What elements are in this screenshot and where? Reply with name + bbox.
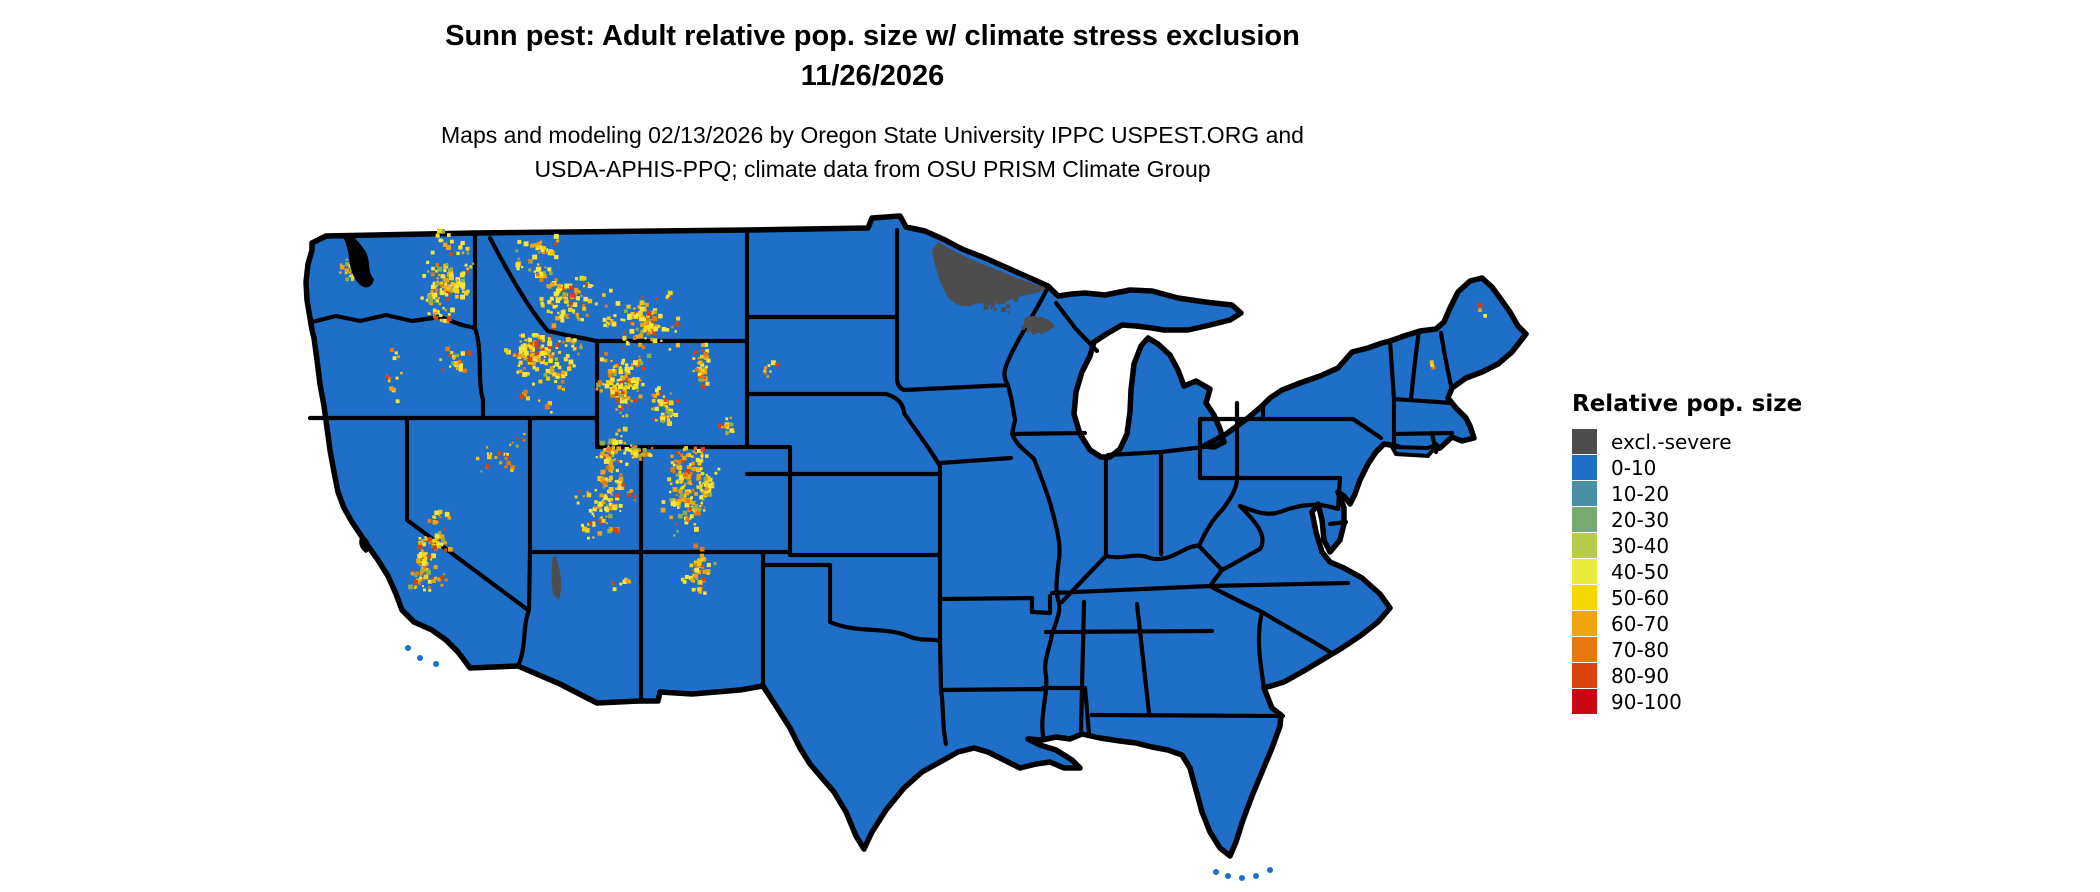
legend-item: 20-30 — [1572, 507, 1802, 532]
channel-islands — [405, 645, 439, 667]
legend-item-label: 40-50 — [1611, 559, 1670, 584]
legend-item: 80-90 — [1572, 663, 1802, 688]
legend-item: 90-100 — [1572, 689, 1802, 714]
legend-swatch — [1572, 611, 1597, 636]
legend-title: Relative pop. size — [1572, 391, 1803, 417]
us-map-land — [303, 213, 1529, 881]
legend-item-label: 30-40 — [1611, 533, 1670, 558]
florida-keys — [1213, 867, 1273, 881]
legend-swatch — [1572, 507, 1597, 532]
legend-item: 70-80 — [1572, 637, 1802, 662]
legend-swatch — [1572, 481, 1597, 506]
legend-swatch — [1572, 689, 1597, 714]
legend-swatch — [1572, 585, 1597, 610]
excluded-region-wisconsin — [1023, 316, 1055, 333]
legend-item-label: 10-20 — [1611, 481, 1670, 506]
legend-item: 30-40 — [1572, 533, 1802, 558]
long-island — [1388, 442, 1440, 459]
puget-sound — [342, 234, 374, 288]
legend: Relative pop. size excl.-severe 0-10 10-20… — [1572, 391, 1802, 715]
legend-item-label: 80-90 — [1611, 663, 1670, 688]
hotspot-speckles — [339, 228, 1487, 595]
map-title: Sunn pest: Adult relative pop. size w/ c… — [445, 20, 1300, 52]
legend-item: 0-10 — [1572, 455, 1802, 480]
legend-swatch — [1572, 429, 1597, 454]
excluded-region-california-nevada — [551, 556, 562, 600]
legend-swatch — [1572, 559, 1597, 584]
legend-item: 40-50 — [1572, 559, 1802, 584]
legend-item: 60-70 — [1572, 611, 1802, 636]
legend-item: excl.-severe — [1572, 429, 1802, 454]
legend-item: 50-60 — [1572, 585, 1802, 610]
legend-swatch — [1572, 663, 1597, 688]
us-outline — [303, 213, 1529, 859]
legend-item-label: 50-60 — [1611, 585, 1670, 610]
legend-item: 10-20 — [1572, 481, 1802, 506]
legend-item-label: 60-70 — [1611, 611, 1670, 636]
legend-swatch — [1572, 637, 1597, 662]
state-borders — [307, 227, 1455, 747]
map-subtitle-line1: Maps and modeling 02/13/2026 by Oregon S… — [441, 122, 1304, 148]
legend-swatch — [1572, 455, 1597, 480]
excluded-speckles — [954, 288, 1049, 335]
legend-rows: excl.-severe 0-10 10-20 20-30 30-40 40-50 50-6… — [1572, 429, 1802, 714]
legend-item-label: excl.-severe — [1611, 429, 1732, 454]
water-features — [342, 234, 374, 553]
legend-item-label: 90-100 — [1611, 689, 1682, 714]
legend-item-label: 20-30 — [1611, 507, 1670, 532]
legend-item-label: 70-80 — [1611, 637, 1670, 662]
legend-swatch — [1572, 533, 1597, 558]
map-date: 11/26/2026 — [800, 60, 945, 92]
san-francisco-bay — [359, 535, 371, 553]
legend-item-label: 0-10 — [1611, 455, 1657, 480]
map-subtitle-line2: USDA-APHIS-PPQ; climate data from OSU PR… — [534, 156, 1211, 182]
